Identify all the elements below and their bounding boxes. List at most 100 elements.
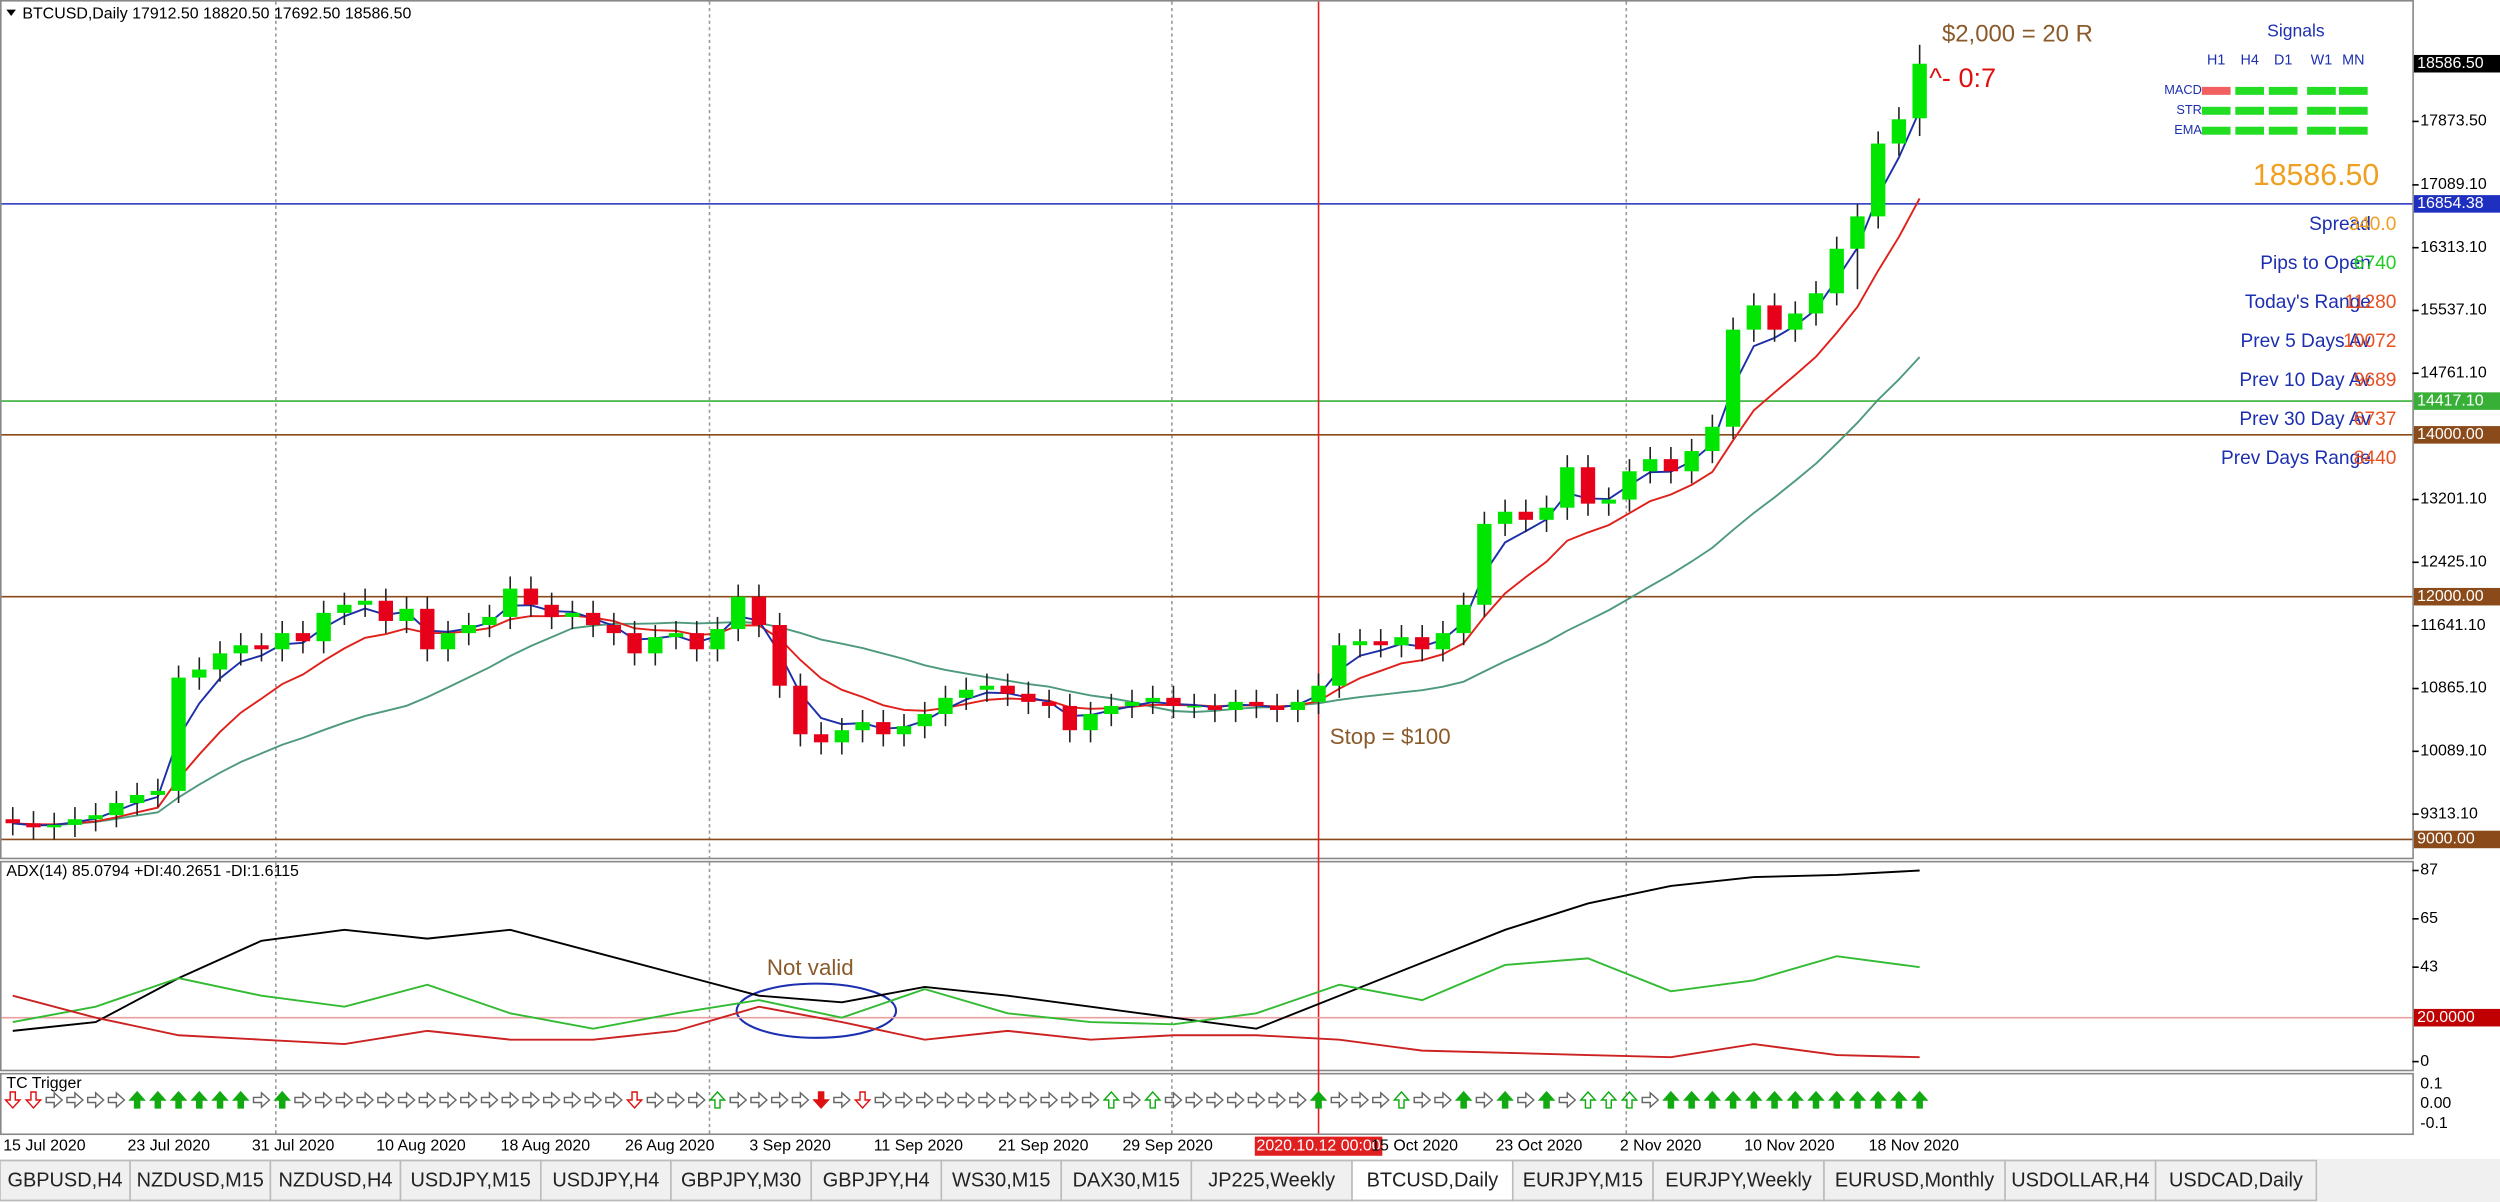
- candle-body: [357, 600, 373, 605]
- tc-arrow: [480, 1091, 499, 1109]
- tc-arrow: [418, 1091, 437, 1109]
- candle-body: [979, 685, 995, 690]
- candle-body: [254, 645, 269, 650]
- tab[interactable]: [2154, 1159, 2318, 1202]
- level-box: [2413, 195, 2500, 213]
- tab[interactable]: [0, 1159, 131, 1202]
- tc-arrow: [1890, 1090, 1908, 1109]
- signal-cell: [2235, 86, 2265, 95]
- tc-arrow: [1682, 1090, 1701, 1109]
- tc-arrow: [501, 1091, 520, 1109]
- tc-arrow: [1247, 1091, 1266, 1109]
- tc-arrow: [1641, 1091, 1660, 1109]
- candle-body: [1788, 313, 1803, 330]
- y-tick-label: 9313.10: [2420, 805, 2478, 822]
- tc-arrow: [1206, 1091, 1224, 1109]
- signal-cell: [2338, 126, 2368, 135]
- signal-cell: [2235, 126, 2265, 135]
- tc-arrow: [1143, 1090, 1162, 1109]
- candle-body: [1601, 499, 1616, 504]
- signal-cell: [2268, 126, 2298, 135]
- tab-label[interactable]: EURJPY,M15: [1523, 1170, 1643, 1192]
- candle-body: [1249, 701, 1264, 706]
- y-tick-label: 12425.10: [2420, 554, 2487, 571]
- not-valid-note: Not valid: [767, 955, 854, 980]
- tc-arrow: [998, 1091, 1017, 1109]
- tab-label[interactable]: GBPUSD,H4: [8, 1170, 123, 1192]
- x-tick-label: 18 Aug 2020: [501, 1137, 591, 1154]
- tab-label[interactable]: NZDUSD,H4: [278, 1170, 392, 1192]
- signal-cell: [2307, 86, 2336, 95]
- tc-arrow: [1827, 1090, 1846, 1109]
- menu-arrow[interactable]: [6, 9, 16, 16]
- y-tick-label: 10089.10: [2420, 743, 2487, 760]
- tab[interactable]: [1511, 1159, 1654, 1202]
- candle-body: [1373, 641, 1388, 646]
- adx-title: ADX(14) 85.0794 +DI:40.2651 -DI:1.6115: [6, 863, 299, 880]
- candle-body: [855, 722, 870, 731]
- stop-note: Stop = $100: [1330, 724, 1451, 749]
- candle-body: [150, 790, 166, 795]
- candle-body: [1166, 697, 1181, 706]
- tab-label[interactable]: WS30,M15: [952, 1170, 1050, 1192]
- tab[interactable]: [399, 1159, 542, 1202]
- signal-column: H4: [2241, 52, 2259, 68]
- tab[interactable]: [2004, 1159, 2157, 1202]
- adx-tick-label: 87: [2420, 862, 2438, 879]
- tab[interactable]: [1060, 1159, 1193, 1202]
- tab-label[interactable]: DAX30,M15: [1073, 1170, 1180, 1192]
- x-tick-label: 10 Aug 2020: [376, 1137, 466, 1154]
- tab-label[interactable]: EURJPY,Weekly: [1665, 1170, 1811, 1192]
- tc-arrow: [1848, 1090, 1867, 1109]
- tc-arrow: [86, 1091, 105, 1109]
- tc-arrow: [356, 1091, 375, 1109]
- tc-arrow: [3, 1091, 22, 1110]
- tc-arrow: [460, 1091, 478, 1109]
- tc-arrow: [377, 1091, 395, 1109]
- tab[interactable]: [269, 1159, 402, 1202]
- tab-label[interactable]: NZDUSD,M15: [137, 1170, 264, 1192]
- tc-arrow: [107, 1091, 126, 1109]
- candle-body: [1394, 637, 1409, 646]
- tc-arrow: [1579, 1090, 1597, 1109]
- signal-cell: [2268, 106, 2298, 115]
- candle-body: [420, 608, 435, 650]
- tc-arrow: [1123, 1091, 1142, 1109]
- tc-arrow: [314, 1091, 333, 1109]
- signal-cell: [2201, 86, 2231, 95]
- tc-arrow: [770, 1091, 789, 1109]
- y-tick-label: 15537.10: [2420, 302, 2487, 319]
- tc-arrow: [1786, 1090, 1805, 1109]
- tab[interactable]: [1351, 1159, 1514, 1202]
- tab-label[interactable]: USDOLLAR,H4: [2011, 1170, 2149, 1192]
- tc-arrow: [231, 1090, 250, 1109]
- tab-label[interactable]: EURUSD,Monthly: [1835, 1170, 1994, 1192]
- candle-body: [5, 819, 20, 824]
- candle-body: [1871, 143, 1886, 217]
- candle-body: [1539, 507, 1554, 520]
- tc-arrow: [211, 1090, 229, 1109]
- tc-arrow: [1351, 1091, 1370, 1109]
- tab-label[interactable]: BTCUSD,Daily: [1367, 1170, 1499, 1192]
- tc-arrow: [625, 1091, 644, 1110]
- tab-label[interactable]: GBPJPY,M30: [681, 1170, 801, 1192]
- r-note: $2,000 = 20 R: [1942, 20, 2093, 47]
- tab-label[interactable]: USDCAD,Daily: [2169, 1170, 2303, 1192]
- tab-label[interactable]: JP225,Weekly: [1208, 1170, 1335, 1192]
- candle-body: [834, 730, 850, 743]
- y-tick-label: 14761.10: [2420, 364, 2487, 381]
- tab[interactable]: [1823, 1159, 2006, 1202]
- candle-body: [1000, 685, 1015, 694]
- tc-arrow: [1745, 1090, 1763, 1109]
- tab-label[interactable]: USDJPY,H4: [552, 1170, 659, 1192]
- candle-body: [917, 714, 932, 727]
- y-tick-label: 17873.50: [2420, 113, 2487, 130]
- candle-body: [1518, 511, 1534, 520]
- tc-arrow: [750, 1091, 768, 1109]
- adx-line: [12, 955, 1920, 1030]
- tab[interactable]: [129, 1159, 272, 1202]
- tab-label[interactable]: USDJPY,M15: [411, 1170, 531, 1192]
- x-tick-label: 23 Oct 2020: [1496, 1137, 1583, 1154]
- candle-body: [1684, 451, 1699, 472]
- tab-label[interactable]: GBPJPY,H4: [823, 1170, 930, 1192]
